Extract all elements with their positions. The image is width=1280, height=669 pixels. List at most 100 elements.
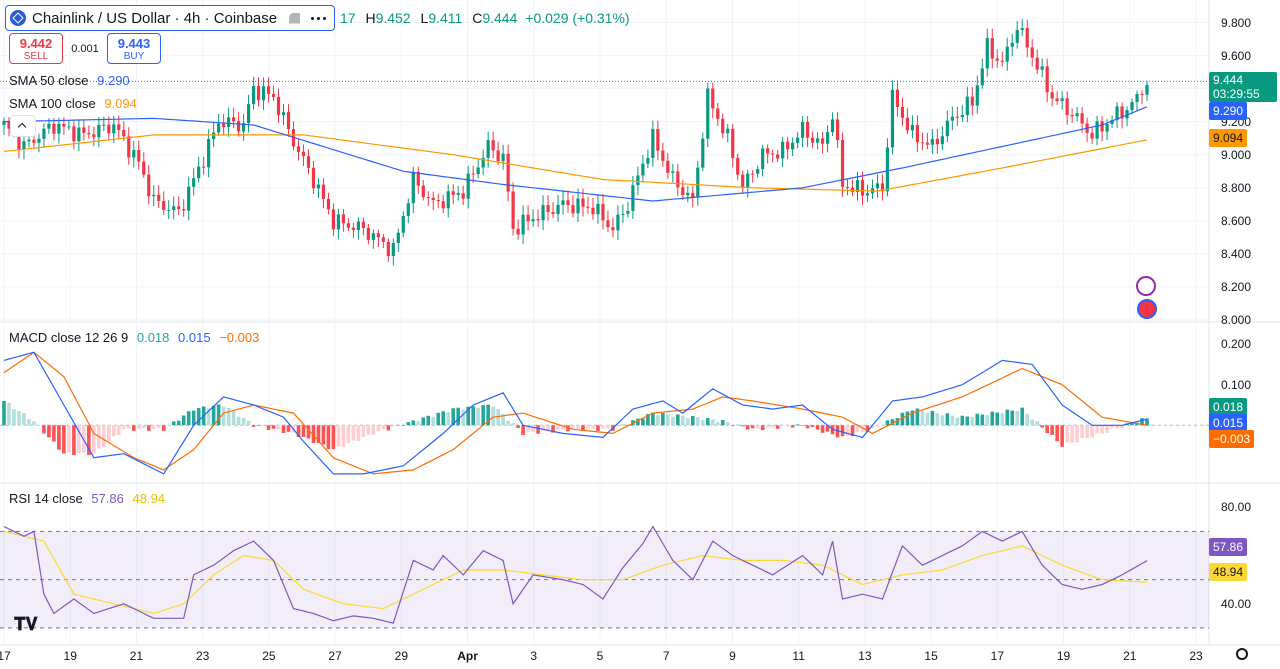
more-dots-icon[interactable] [310, 13, 328, 23]
macd-histogram-bar [42, 425, 46, 434]
macd-histogram-bar [651, 412, 655, 426]
candle-body [731, 128, 735, 158]
candle-body [616, 214, 620, 231]
candle-body [406, 203, 410, 216]
candle-body [441, 201, 445, 209]
candle-body [336, 214, 341, 230]
candle-body [97, 124, 101, 138]
tag-icon[interactable] [289, 12, 301, 24]
macd-histogram-bar [72, 425, 76, 456]
candle-body [621, 213, 625, 215]
macd-legend[interactable]: MACD close 12 26 9 0.018 0.015 −0.003 [9, 330, 259, 345]
candle-body [281, 112, 286, 116]
candle-body [241, 123, 246, 132]
time-axis-label: Apr [457, 649, 478, 663]
macd-histogram-bar [436, 412, 441, 426]
trade-panel: 9.442 SELL 0.001 9.443 BUY [9, 33, 161, 64]
collapse-legend-button[interactable] [10, 115, 36, 137]
candle-body [67, 126, 71, 128]
macd-histogram-bar [381, 425, 386, 430]
macd-histogram-bar [760, 425, 765, 431]
macd-histogram-bar [1100, 425, 1104, 434]
buy-label: BUY [123, 51, 145, 62]
macd-histogram-bar [750, 425, 755, 429]
candle-body [711, 88, 715, 109]
candle-body [386, 242, 390, 257]
macd-histogram-bar [1090, 425, 1094, 438]
macd-histogram-bar [965, 416, 970, 426]
macd-histogram-bar [840, 425, 845, 437]
macd-histogram-bar [406, 422, 411, 426]
rsi-ma-line [3, 530, 1148, 615]
macd-histogram-bar [126, 425, 131, 429]
macd-histogram-bar [855, 425, 860, 433]
candle-body [681, 187, 685, 196]
macd-histogram-bar [251, 425, 256, 427]
time-axis-label: 15 [924, 649, 938, 663]
macd-histogram-bar [176, 420, 181, 426]
macd-histogram-bar [1130, 423, 1134, 426]
time-axis-label: 5 [596, 649, 604, 663]
macd-histogram-bar [536, 425, 540, 434]
candle-body [805, 121, 810, 138]
time-axis-label: 17 [990, 649, 1005, 663]
macd-histogram-bar [1045, 425, 1049, 434]
candle-body [361, 221, 365, 228]
candle-body [935, 138, 939, 145]
macd-histogram-bar [636, 418, 640, 426]
candle-body [132, 150, 136, 158]
macd-histogram-bar [481, 405, 485, 426]
price-axis-label: 8.000 [1221, 313, 1252, 327]
macd-histogram-bar [57, 425, 61, 450]
sell-button[interactable]: 9.442 SELL [9, 33, 63, 64]
symbol-header[interactable]: Chainlink / US Dollar · 4h · Coinbase [5, 5, 336, 31]
macd-histogram-bar [1095, 425, 1099, 434]
macd-histogram-bar [356, 425, 361, 442]
macd-histogram-bar [456, 407, 461, 426]
candle-body [2, 120, 6, 125]
macd-histogram-bar [1120, 425, 1124, 428]
candle-body [955, 116, 959, 118]
macd-histogram-bar [850, 425, 855, 437]
macd-histogram-bar [466, 406, 470, 426]
price-axis-label: 8.800 [1221, 180, 1252, 195]
rsi-legend[interactable]: RSI 14 close 57.86 48.94 [9, 491, 165, 506]
macd-histogram-bar [785, 425, 790, 427]
time-axis-label: 7 [662, 649, 670, 663]
candle-body [102, 124, 106, 126]
macd-histogram-bar [186, 411, 191, 426]
macd-histogram-bar [970, 417, 975, 426]
macd-histogram-bar [506, 420, 510, 426]
sma50-legend[interactable]: SMA 50 close 9.290 [9, 73, 130, 88]
macd-histogram-bar [336, 425, 341, 447]
candle-body [1020, 28, 1024, 30]
rsi-axis-label: 40.00 [1221, 596, 1252, 611]
candle-body [306, 156, 311, 168]
macd-histogram-bar [940, 415, 945, 426]
candle-body [1060, 98, 1064, 102]
gear-icon[interactable] [1236, 648, 1248, 660]
candle-body [222, 123, 226, 128]
sma100-legend[interactable]: SMA 100 close 9.094 [9, 96, 137, 111]
candle-body [331, 209, 336, 230]
candle-body [666, 160, 670, 173]
candle-body [431, 197, 435, 201]
macd-histogram-bar [820, 425, 825, 433]
macd-histogram-bar [27, 419, 31, 426]
macd-histogram-bar [676, 414, 680, 426]
macd-histogram-bar [646, 414, 650, 426]
buy-button[interactable]: 9.443 BUY [107, 33, 161, 64]
macd-histogram-bar [890, 419, 895, 426]
us-flag-event-icon[interactable] [1137, 299, 1157, 319]
macd-histogram-bar [326, 425, 331, 450]
lightning-event-icon[interactable] [1136, 276, 1156, 296]
macd-histogram-bar [206, 408, 211, 426]
candle-body [157, 194, 161, 202]
candle-body [626, 210, 630, 214]
candle-body [1050, 92, 1054, 99]
macd-histogram-bar [1030, 419, 1035, 426]
macd-histogram-bar [261, 425, 266, 427]
candle-body [511, 191, 515, 229]
candle-body [22, 141, 26, 150]
